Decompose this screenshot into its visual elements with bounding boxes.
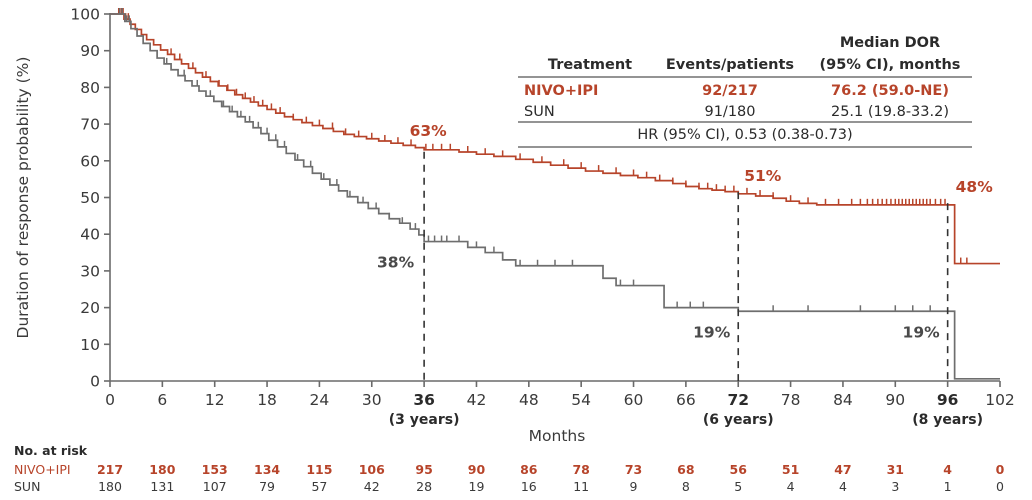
risk-value: 0 [996,479,1004,494]
curve-annotation: 51% [744,167,782,185]
risk-value: 47 [834,462,851,477]
legend-row-treatment: SUN [524,104,555,120]
x-tick-sublabel: (3 years) [389,412,460,428]
legend-header-median-ci: (95% CI), months [820,57,961,73]
risk-value: 9 [630,479,638,494]
legend-header-treatment: Treatment [548,57,632,73]
x-axis-label: Months [529,427,586,445]
y-tick-label: 50 [80,189,100,207]
x-tick-sublabel: (8 years) [912,412,983,428]
risk-value: 1 [944,479,952,494]
y-tick-label: 70 [80,116,100,134]
risk-value: 42 [364,479,380,494]
curve-annotations: 63% 38% 51% 19% 48% 19% [377,122,993,341]
x-tick-label: 66 [676,391,696,409]
risk-value: 4 [943,462,952,477]
risk-value: 4 [787,479,795,494]
legend-table: Median DOR Treatment Events/patients (95% C… [518,35,972,148]
risk-value: 79 [259,479,275,494]
risk-value: 90 [468,462,486,477]
risk-value: 3 [891,479,899,494]
risk-value: 56 [730,462,748,477]
risk-value: 0 [996,462,1005,477]
legend-hazard-ratio: HR (95% CI), 0.53 (0.38-0.73) [637,127,852,143]
risk-value: 16 [521,479,537,494]
x-tick-label: 18 [257,391,277,409]
x-tick-label: 96 [937,391,959,409]
risk-value: 31 [887,462,904,477]
x-tick-label: 90 [885,391,905,409]
y-tick-label: 60 [80,152,100,170]
risk-value: 5 [734,479,742,494]
y-tick-label: 90 [80,42,100,60]
x-tick-sublabel: (6 years) [703,412,774,428]
risk-value: 68 [677,462,694,477]
survival-curve [110,13,1000,380]
x-tick-label: 84 [833,391,853,409]
curve-annotation: 19% [903,323,941,341]
x-tick-label: 42 [467,391,487,409]
risk-value: 86 [520,462,538,477]
risk-value: 134 [254,462,280,477]
risk-value: 11 [573,479,589,494]
legend-row-events: 92/217 [702,83,758,99]
legend-row-median: 25.1 (19.8-33.2) [831,104,949,120]
y-tick-label: 100 [70,6,100,24]
x-tick-label: 6 [157,391,167,409]
reference-lines [423,151,949,381]
chart-axes: 0 10 20 30 40 50 60 70 80 90 100 0 6 12 18 24 30 36 42 48 54… [14,6,1015,446]
legend-row-treatment: NIVO+IPI [524,83,598,99]
risk-value: 180 [98,479,122,494]
risk-value: 95 [415,462,432,477]
x-tick-label: 24 [310,391,330,409]
risk-value: 51 [782,462,799,477]
risk-value: 28 [416,479,432,494]
y-tick-label: 0 [90,373,100,391]
x-tick-label: 72 [727,391,749,409]
x-tick-label: 60 [624,391,644,409]
risk-row-label: NIVO+IPI [14,462,71,477]
curve-annotation: 38% [377,254,415,272]
risk-value: 106 [359,462,385,477]
legend-header-events: Events/patients [666,57,794,73]
x-tick-label: 36 [413,391,435,409]
y-tick-label: 40 [80,226,100,244]
x-tick-label: 30 [362,391,382,409]
curve-annotation: 48% [956,178,994,196]
y-tick-label: 30 [80,262,100,280]
y-tick-label: 10 [80,336,100,354]
risk-value: 217 [97,462,123,477]
x-tick-label: 0 [105,391,115,409]
risk-value: 4 [839,479,847,494]
risk-value: 180 [149,462,175,477]
curve-annotation: 63% [410,122,448,140]
legend-row-median: 76.2 (59.0-NE) [831,83,949,99]
risk-value: 8 [682,479,690,494]
risk-value: 57 [311,479,327,494]
y-tick-label: 20 [80,299,100,317]
risk-value: 131 [150,479,174,494]
x-tick-label: 48 [519,391,539,409]
risk-table-title: No. at risk [14,443,88,458]
y-tick-label: 80 [80,79,100,97]
curve-annotation: 19% [693,323,731,341]
risk-value: 19 [469,479,485,494]
survival-curve [110,13,1000,265]
legend-row-events: 91/180 [704,104,755,120]
x-tick-label: 78 [781,391,801,409]
survival-curves [110,8,1000,380]
risk-value: 153 [202,462,228,477]
risk-value: 115 [306,462,332,477]
risk-value: 78 [572,462,589,477]
x-tick-label: 12 [205,391,225,409]
x-tick-label: 54 [571,391,591,409]
risk-value: 107 [203,479,227,494]
x-tick-label: 102 [985,391,1015,409]
legend-header-median: Median DOR [840,35,940,51]
y-axis-label: Duration of response probability (%) [14,57,32,339]
risk-value: 73 [625,462,642,477]
risk-row-label: SUN [14,479,40,494]
